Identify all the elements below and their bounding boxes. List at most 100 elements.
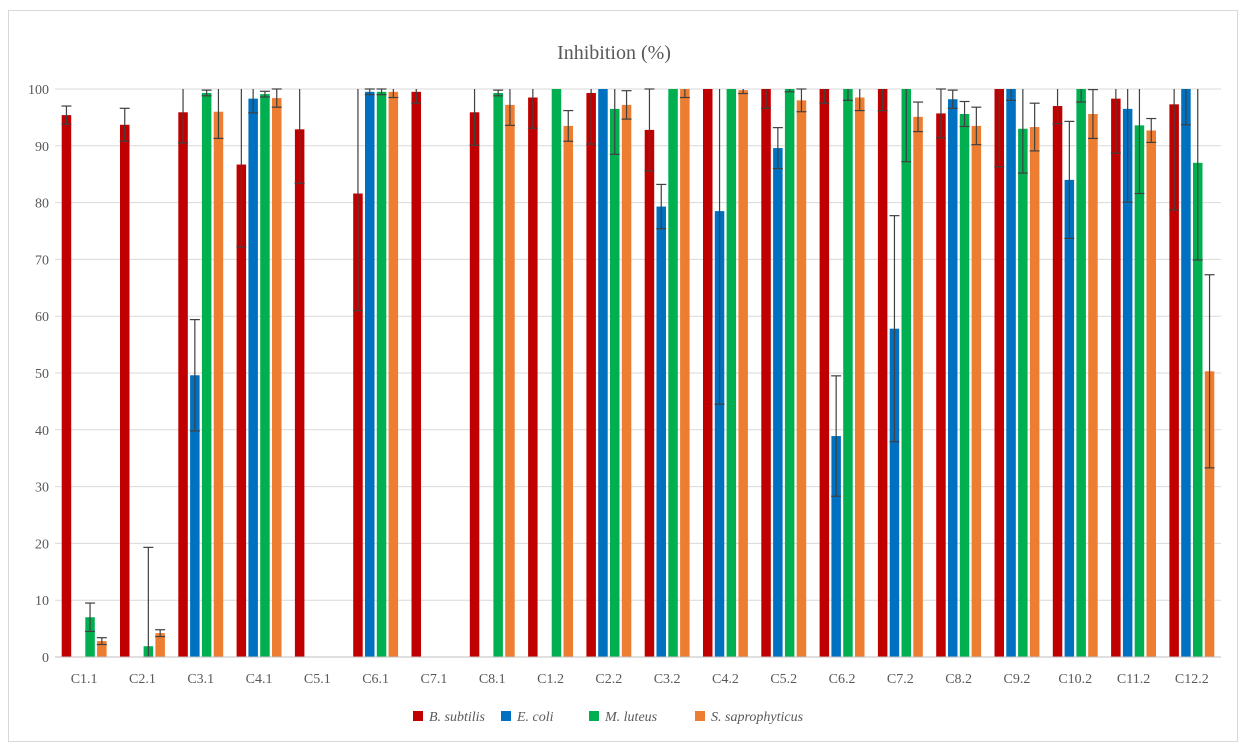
error-bar: [376, 88, 387, 96]
bar: [1018, 128, 1028, 657]
x-tick-label: C8.1: [479, 672, 506, 687]
legend-item: M. luteus: [589, 710, 658, 725]
bar: [1193, 162, 1203, 657]
error-bar: [609, 89, 620, 155]
error-bar: [96, 637, 107, 646]
bar: [959, 113, 970, 657]
error-bar: [947, 89, 958, 109]
bar: [1122, 108, 1133, 657]
bar: [411, 91, 421, 658]
y-tick-label: 90: [35, 140, 49, 155]
error-bar: [831, 375, 842, 497]
error-bar: [85, 602, 96, 633]
bar: [85, 617, 95, 657]
bar: [621, 104, 632, 658]
bar: [353, 193, 363, 657]
error-bar: [1076, 89, 1087, 103]
x-tick-label: C3.1: [187, 672, 214, 687]
bar: [738, 90, 748, 658]
bar: [563, 125, 573, 658]
x-tick-label: C5.1: [304, 672, 331, 687]
x-tick-label: C4.1: [246, 672, 273, 687]
x-tick-label: C1.1: [71, 672, 98, 687]
error-bar: [1029, 102, 1040, 152]
bar: [260, 94, 270, 657]
x-tick-label: C6.1: [362, 672, 389, 687]
bars: [61, 89, 1215, 658]
x-tick-label: C2.2: [595, 672, 622, 687]
bar: [1052, 106, 1063, 658]
bar: [505, 104, 515, 658]
bar: [644, 129, 655, 657]
x-axis: C1.1 C2.1 C3.1 C4.1 C5.1 C6.1 C7.1 C8.1 C1.2 C2.2…: [55, 656, 1221, 687]
legend-swatch: [501, 711, 511, 721]
bar: [971, 125, 982, 658]
error-bar: [761, 89, 772, 109]
error-bar: [493, 89, 504, 97]
error-bar: [1192, 89, 1203, 261]
error-bar: [189, 319, 200, 432]
y-axis: 0 10 20 30 40 50 60 70 80 90 100: [28, 83, 49, 666]
bar: [272, 98, 282, 657]
error-bar: [656, 183, 667, 230]
x-tick-label: C12.2: [1175, 672, 1209, 687]
x-tick-label: C8.2: [945, 672, 972, 687]
bar: [1169, 104, 1179, 657]
bar: [248, 98, 258, 657]
gridlines: [55, 88, 1221, 658]
error-bar: [913, 101, 924, 133]
bar: [551, 89, 562, 657]
bar: [936, 113, 946, 657]
error-bar: [842, 89, 853, 101]
error-bar: [411, 89, 422, 104]
bar: [493, 92, 503, 657]
x-tick-label: C4.2: [712, 672, 739, 687]
error-bar: [201, 89, 212, 97]
bar: [819, 89, 830, 657]
error-bar: [901, 89, 912, 163]
error-bar: [61, 105, 72, 125]
bar: [1076, 89, 1086, 657]
error-bar: [621, 90, 632, 120]
legend-label: E. coli: [516, 710, 554, 725]
error-bar: [259, 90, 270, 98]
error-bar: [971, 106, 982, 146]
bar: [948, 99, 958, 657]
x-tick-label: C6.2: [829, 672, 856, 687]
y-tick-label: 20: [35, 537, 49, 552]
error-bar: [679, 89, 690, 99]
inhibition-bar-chart: Inhibition (%) 0 10 20 30 40 50 60 70 80 90 100 C1…: [28, 42, 1221, 725]
x-tick-label: C11.2: [1117, 672, 1150, 687]
error-bar: [1134, 89, 1145, 195]
bar: [586, 92, 596, 657]
error-bar: [994, 89, 1005, 168]
bar: [994, 89, 1004, 657]
error-bar: [1122, 89, 1133, 203]
error-bar: [563, 109, 574, 142]
error-bar: [738, 89, 749, 95]
error-bar: [1169, 89, 1180, 211]
legend-label: B. subtilis: [429, 710, 486, 725]
error-bar: [119, 107, 130, 142]
error-bar: [271, 88, 282, 108]
error-bar: [1052, 89, 1063, 125]
bar: [201, 92, 212, 657]
error-bar: [155, 629, 166, 638]
error-bar: [1064, 120, 1075, 239]
bar: [680, 89, 690, 657]
bar: [155, 633, 165, 657]
error-bar: [772, 127, 783, 170]
legend-label: S. saprophyticus: [711, 710, 804, 725]
y-tick-label: 80: [35, 197, 49, 212]
bar: [913, 116, 923, 657]
bar: [668, 89, 678, 657]
legend-swatch: [413, 711, 423, 721]
error-bar: [1146, 117, 1157, 143]
bar: [1006, 89, 1016, 657]
error-bar: [1204, 274, 1215, 469]
error-bar: [178, 89, 189, 144]
bar: [656, 206, 666, 658]
error-bar: [889, 215, 900, 443]
bar: [61, 115, 72, 658]
error-bar: [784, 89, 795, 93]
